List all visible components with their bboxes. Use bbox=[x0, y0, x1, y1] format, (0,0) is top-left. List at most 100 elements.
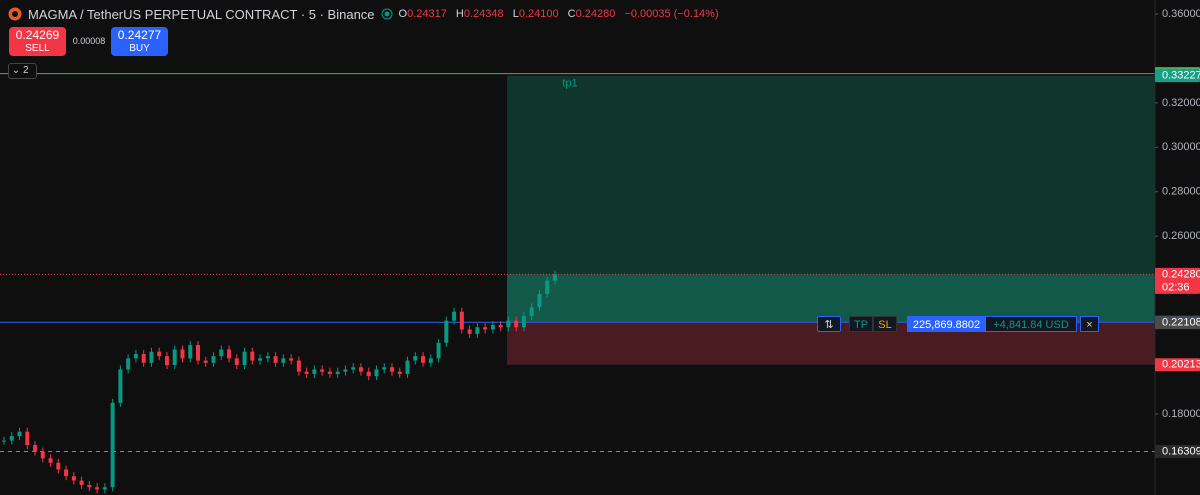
countdown: 02:36 bbox=[1162, 281, 1190, 293]
candle-body bbox=[172, 349, 177, 366]
y-tick-label: 0.36000 bbox=[1162, 8, 1200, 20]
candle-body bbox=[304, 371, 309, 374]
candle-body bbox=[242, 351, 247, 366]
candle-body bbox=[211, 356, 216, 363]
candle-body bbox=[102, 487, 107, 490]
ohlc-value: 0.24100 bbox=[518, 8, 559, 20]
spread: 0.00008 bbox=[72, 36, 106, 46]
ohlc-key: O bbox=[398, 8, 408, 20]
candle-body bbox=[71, 476, 76, 481]
candle-body bbox=[467, 329, 472, 334]
candle-body bbox=[552, 274, 557, 281]
candle-body bbox=[227, 349, 232, 359]
price-label-text: 0.16309 bbox=[1162, 445, 1200, 457]
close-position[interactable]: × bbox=[1080, 316, 1099, 332]
candle-body bbox=[296, 360, 301, 372]
candle-body bbox=[25, 431, 30, 446]
ohlc-key: L bbox=[512, 8, 519, 20]
sell-label: SELL bbox=[25, 43, 50, 54]
candle-body bbox=[265, 356, 270, 359]
tp-label: tp1 bbox=[562, 78, 577, 90]
price-label bbox=[1155, 316, 1200, 330]
candle-body bbox=[164, 356, 169, 366]
candle-body bbox=[180, 349, 185, 359]
candle-body bbox=[529, 307, 534, 317]
price-label bbox=[1155, 69, 1200, 83]
ohlc: O0.24317 H0.24348 L0.24100 C0.24280 −0.0… bbox=[399, 8, 725, 20]
candle-body bbox=[219, 349, 224, 357]
candle-body bbox=[343, 369, 348, 372]
ohlc-key: C bbox=[567, 8, 576, 20]
candle-body bbox=[382, 367, 387, 370]
candle-body bbox=[351, 367, 356, 370]
candle-body bbox=[118, 369, 123, 403]
candle-body bbox=[521, 316, 526, 328]
candle-body bbox=[444, 320, 449, 343]
candle-body bbox=[405, 360, 410, 374]
candle-body bbox=[188, 345, 193, 359]
logo bbox=[8, 7, 22, 21]
ohlc-value: 0.24280 bbox=[575, 8, 616, 20]
candle-body bbox=[234, 358, 239, 366]
header: MAGMA / TetherUS PERPETUAL CONTRACT · 5 … bbox=[8, 4, 725, 24]
ohlc-value: 0.24317 bbox=[407, 8, 447, 20]
candle-body bbox=[335, 371, 340, 374]
candle-body bbox=[413, 356, 418, 361]
candle-body bbox=[79, 480, 84, 486]
candle-body bbox=[421, 356, 426, 363]
price-label-text: 0.24280 bbox=[1162, 268, 1200, 280]
candle-body bbox=[390, 367, 394, 372]
candle-body bbox=[545, 280, 550, 294]
y-tick-label: 0.26000 bbox=[1162, 230, 1200, 242]
candle-body bbox=[110, 402, 115, 488]
y-tick-label: 0.18000 bbox=[1162, 408, 1200, 420]
sell-button[interactable]: 0.24269 SELL bbox=[9, 27, 66, 56]
indicators-toggle[interactable]: ⌄ 2 bbox=[8, 63, 37, 79]
status-dot bbox=[381, 8, 393, 20]
candle-body bbox=[196, 345, 200, 361]
sell-price: 0.24269 bbox=[15, 28, 60, 42]
change: −0.00035 (−0.14%) bbox=[624, 8, 719, 20]
candle-body bbox=[273, 356, 278, 363]
candle-body bbox=[203, 360, 208, 363]
ohlc-value: 0.24348 bbox=[463, 8, 504, 20]
reverse-button[interactable]: ⇅ bbox=[817, 316, 841, 332]
candle-body bbox=[327, 371, 332, 374]
y-tick-label: 0.32000 bbox=[1162, 97, 1200, 109]
symbol[interactable]: MAGMA / TetherUS PERPETUAL CONTRACT · 5 … bbox=[28, 6, 375, 22]
tp-button[interactable]: TP bbox=[849, 316, 873, 332]
price-label-text: 0.20213 bbox=[1162, 359, 1200, 371]
candle-body bbox=[436, 342, 441, 359]
candle-body bbox=[514, 320, 519, 328]
candle-body bbox=[312, 369, 317, 374]
candle-body bbox=[281, 358, 286, 363]
price-label bbox=[1155, 267, 1200, 294]
candle-body bbox=[537, 293, 542, 308]
candle-body bbox=[320, 369, 325, 372]
candle-body bbox=[141, 353, 146, 363]
y-tick-label: 0.28000 bbox=[1162, 186, 1200, 198]
candle-body bbox=[475, 327, 480, 334]
price-label bbox=[1155, 444, 1200, 458]
candle-body bbox=[2, 440, 6, 442]
candle-body bbox=[64, 469, 69, 477]
candle-body bbox=[250, 351, 255, 361]
candle-body bbox=[40, 451, 45, 459]
candle-body bbox=[397, 371, 402, 374]
position-pnl: +4,841.84 USD bbox=[985, 316, 1077, 332]
candle-body bbox=[459, 311, 464, 330]
candle-body bbox=[483, 327, 488, 330]
buy-label: BUY bbox=[129, 43, 150, 54]
price-label bbox=[1155, 358, 1200, 372]
buy-button[interactable]: 0.24277 BUY bbox=[111, 27, 168, 56]
candle-body bbox=[33, 445, 38, 452]
indicators-count: 2 bbox=[22, 65, 29, 76]
buy-price: 0.24277 bbox=[117, 28, 162, 42]
candle-body bbox=[498, 325, 503, 328]
position-quantity[interactable]: 225,869.8802 bbox=[907, 316, 986, 332]
sl-button[interactable]: SL bbox=[873, 316, 897, 332]
candle-body bbox=[17, 431, 22, 437]
candle-body bbox=[289, 358, 294, 361]
